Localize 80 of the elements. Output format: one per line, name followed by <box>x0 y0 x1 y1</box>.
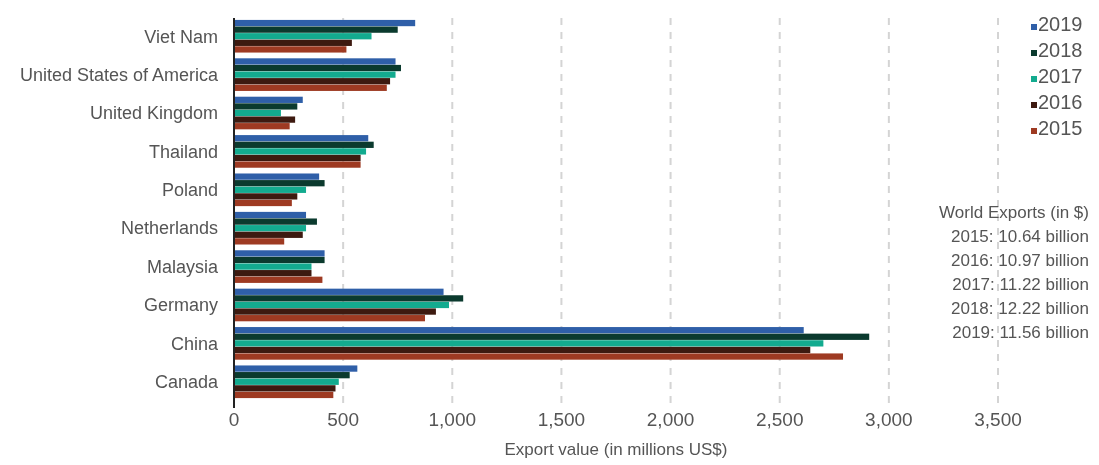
annotation: 2017: 11.22 billion <box>952 275 1089 294</box>
y-tick-label: United Kingdom <box>89 103 218 124</box>
bar <box>234 19 416 27</box>
bar <box>234 308 436 315</box>
bar <box>234 231 303 238</box>
bar <box>234 135 369 142</box>
bar <box>234 391 334 399</box>
bar <box>234 109 281 117</box>
annotation: World Exports (in $) <box>939 203 1089 222</box>
bar <box>234 141 374 148</box>
legend-label: 2015 <box>1038 117 1083 139</box>
x-tick-label: 0 <box>228 409 240 430</box>
bar <box>234 295 464 302</box>
annotation: 2015: 10.64 billion <box>950 227 1089 246</box>
bar <box>234 333 870 340</box>
y-tick-label: Malaysia <box>146 256 219 277</box>
bar <box>234 116 296 123</box>
y-tick-label: China <box>170 333 219 354</box>
bar <box>234 199 292 207</box>
y-tick-label: Viet Nam <box>144 26 218 47</box>
annotation: 2019: 11.56 billion <box>952 323 1089 342</box>
bar <box>234 225 307 232</box>
bar <box>234 365 358 372</box>
annotation: 2016: 10.97 billion <box>950 251 1089 270</box>
y-tick-label: Canada <box>154 372 219 393</box>
y-tick-label: Netherlands <box>120 218 218 239</box>
bar <box>234 385 336 392</box>
bar <box>234 78 391 85</box>
y-tick-label: Thailand <box>148 141 218 162</box>
x-tick-label: 3,000 <box>865 409 913 430</box>
bar <box>234 238 285 245</box>
bar <box>234 148 367 155</box>
bar <box>234 256 325 264</box>
bar <box>234 346 811 354</box>
bar <box>234 327 804 334</box>
bar <box>234 186 307 193</box>
bar <box>234 288 444 295</box>
bar <box>234 353 844 360</box>
bar <box>234 378 339 385</box>
x-axis-title: Export value (in millions US$) <box>504 440 728 459</box>
bar <box>234 71 396 78</box>
y-tick-label: United States of America <box>19 64 219 85</box>
bar <box>234 250 325 257</box>
x-tick-label: 2,500 <box>755 409 804 430</box>
bar <box>234 218 317 225</box>
legend-label: 2017 <box>1038 65 1083 87</box>
legend-label: 2019 <box>1038 13 1083 35</box>
bar <box>234 315 425 322</box>
y-tick-label: Germany <box>143 295 218 316</box>
bar <box>234 372 350 379</box>
legend-label: 2018 <box>1038 39 1083 61</box>
x-tick-label: 1,000 <box>428 409 477 430</box>
bar <box>234 173 320 180</box>
bar <box>234 180 325 187</box>
bar <box>234 193 298 200</box>
bar <box>234 39 352 46</box>
bar <box>234 103 298 110</box>
legend-label: 2016 <box>1038 91 1083 113</box>
bar <box>234 263 312 270</box>
bar <box>234 211 307 219</box>
bar <box>234 161 361 168</box>
bar <box>234 84 387 91</box>
bar <box>234 64 401 72</box>
x-tick-label: 1,500 <box>537 409 586 430</box>
bar <box>234 96 303 103</box>
bar <box>234 270 312 277</box>
bar <box>234 33 372 40</box>
x-tick-label: 500 <box>327 409 359 430</box>
bar <box>234 154 361 162</box>
bar <box>234 58 396 65</box>
bar <box>234 276 323 283</box>
y-tick-label: Poland <box>161 180 218 201</box>
bar <box>234 46 347 53</box>
bar <box>234 123 290 130</box>
x-tick-label: 3,500 <box>974 409 1022 430</box>
bar <box>234 340 824 347</box>
bar <box>234 26 398 33</box>
bar <box>234 301 450 309</box>
x-tick-label: 2,000 <box>646 409 695 430</box>
annotation: 2018: 12.22 billion <box>950 299 1089 318</box>
